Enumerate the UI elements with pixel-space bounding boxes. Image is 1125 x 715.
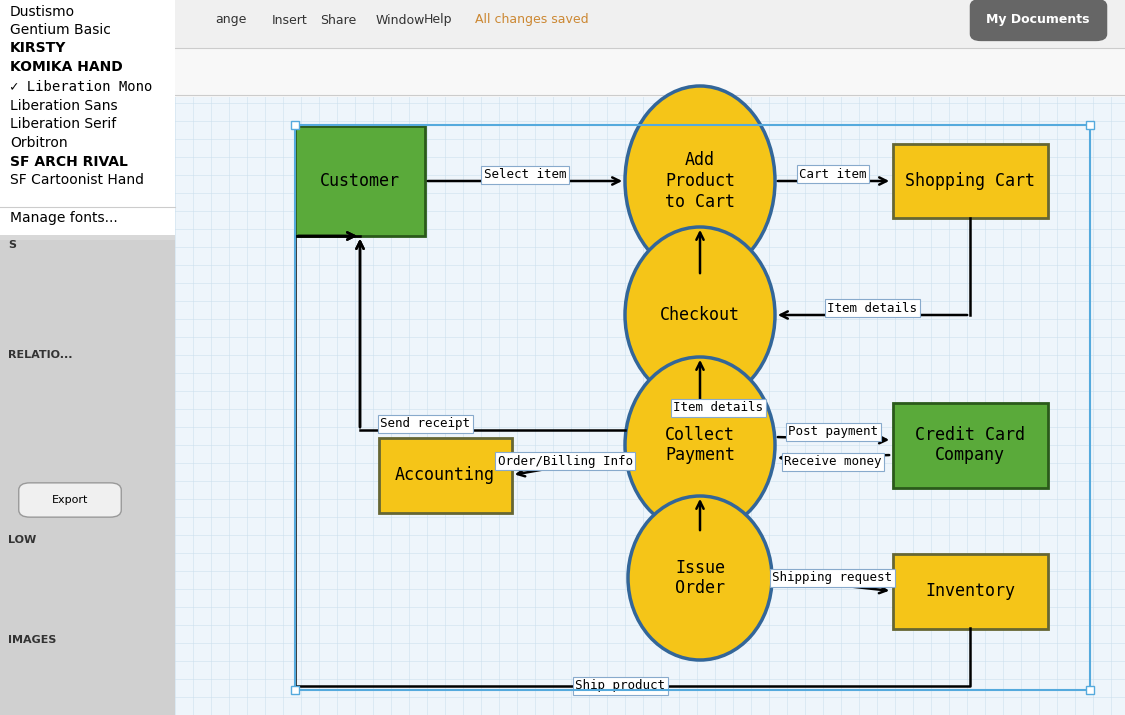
Text: Manage fonts...: Manage fonts... [10, 211, 118, 225]
Text: Checkout: Checkout [660, 306, 740, 324]
Text: KIRSTY: KIRSTY [10, 41, 66, 55]
Bar [291, 686, 299, 694]
Bar [1086, 686, 1094, 694]
Text: Inventory: Inventory [925, 582, 1015, 600]
Text: ange: ange [215, 14, 246, 26]
Text: Accounting: Accounting [395, 466, 495, 484]
Text: Item details: Item details [673, 402, 763, 415]
Ellipse shape [626, 357, 775, 533]
Text: Receive money: Receive money [784, 455, 882, 468]
Text: Insert: Insert [272, 14, 308, 26]
Text: IMAGES: IMAGES [8, 635, 56, 645]
Bar [291, 121, 299, 129]
Text: Export: Export [52, 495, 88, 505]
Text: Liberation Serif: Liberation Serif [10, 117, 116, 131]
Text: Customer: Customer [319, 172, 400, 190]
Text: Send receipt: Send receipt [380, 418, 470, 430]
FancyBboxPatch shape [378, 438, 512, 513]
Text: Ship product: Ship product [575, 679, 665, 693]
Ellipse shape [628, 496, 772, 660]
Text: Issue
Order: Issue Order [675, 558, 724, 598]
Text: Help: Help [424, 14, 452, 26]
FancyBboxPatch shape [19, 483, 122, 517]
Text: Select item: Select item [484, 169, 566, 182]
Text: Orbitron: Orbitron [10, 136, 68, 150]
Text: My Documents: My Documents [987, 14, 1090, 26]
Text: RELATIO...: RELATIO... [8, 350, 72, 360]
Text: S: S [8, 240, 16, 250]
Text: Post payment: Post payment [788, 425, 878, 438]
FancyBboxPatch shape [970, 0, 1107, 41]
Ellipse shape [626, 227, 775, 403]
Text: Order/Billing Info: Order/Billing Info [497, 455, 632, 468]
Text: Credit Card
Company: Credit Card Company [915, 425, 1025, 465]
Text: Window: Window [376, 14, 425, 26]
Bar [295, 125, 1090, 690]
Text: Shipping request: Shipping request [772, 571, 892, 584]
FancyBboxPatch shape [892, 553, 1047, 628]
FancyBboxPatch shape [295, 126, 425, 236]
Text: Share: Share [319, 14, 357, 26]
Bar [0, 235, 176, 715]
Text: SF Cartoonist Hand: SF Cartoonist Hand [10, 173, 144, 187]
Text: Collect
Payment: Collect Payment [665, 425, 735, 465]
Bar [176, 95, 1125, 715]
Text: Gentium Basic: Gentium Basic [10, 23, 111, 37]
Text: Dustismo: Dustismo [10, 5, 75, 19]
Text: KOMIKA HAND: KOMIKA HAND [10, 60, 123, 74]
Text: SF ARCH RIVAL: SF ARCH RIVAL [10, 155, 128, 169]
Bar [1086, 121, 1094, 129]
FancyBboxPatch shape [892, 144, 1047, 219]
Ellipse shape [626, 86, 775, 276]
Text: Cart item: Cart item [799, 167, 866, 180]
Bar [176, 0, 1125, 95]
Bar [0, 130, 176, 240]
Text: Liberation Sans: Liberation Sans [10, 99, 118, 113]
Text: All changes saved: All changes saved [475, 14, 588, 26]
Text: ✓ Liberation Mono: ✓ Liberation Mono [10, 80, 152, 94]
Text: Add
Product
to Cart: Add Product to Cart [665, 151, 735, 211]
Text: Item details: Item details [827, 302, 917, 315]
FancyBboxPatch shape [892, 403, 1047, 488]
Bar [176, 48, 1125, 97]
Text: Shopping Cart: Shopping Cart [904, 172, 1035, 190]
Text: LOW: LOW [8, 535, 36, 545]
Bar [0, 0, 176, 235]
